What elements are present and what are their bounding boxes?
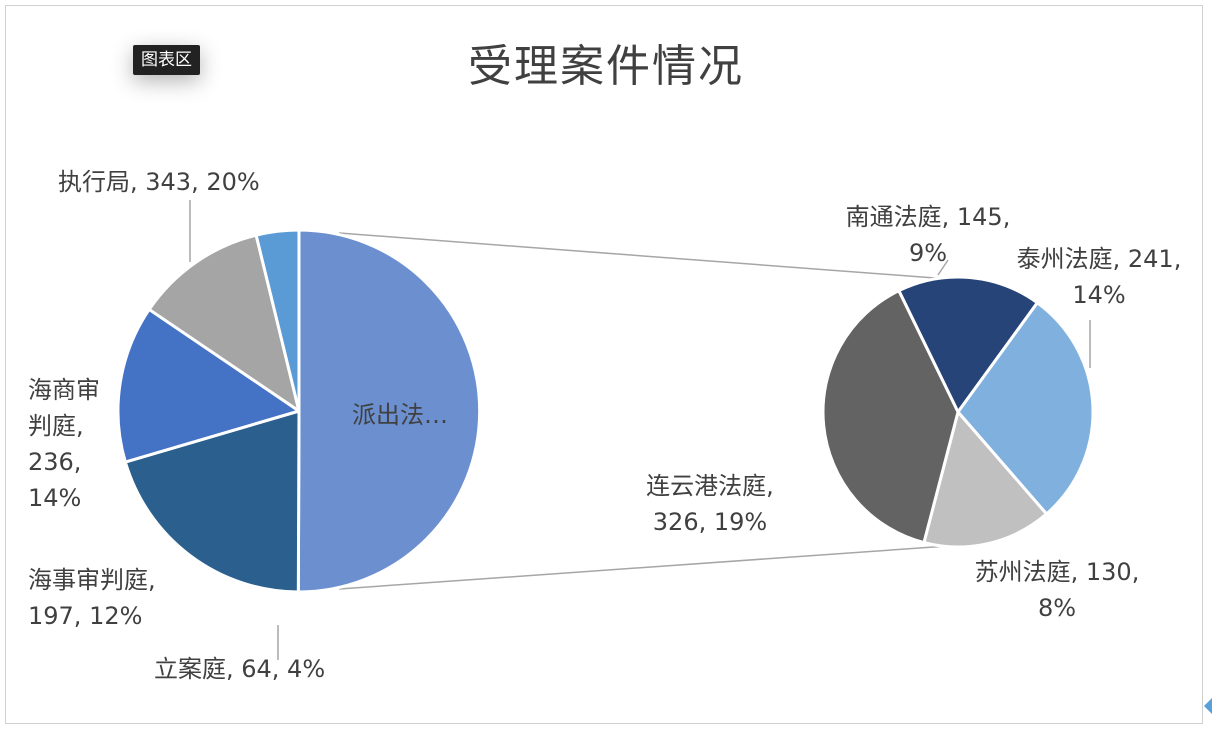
- secondary-pie-slice-2[interactable]: [922, 410, 1048, 549]
- primary-label-3[interactable]: 海事审判庭, 197, 12%: [28, 566, 156, 630]
- resize-handle[interactable]: [1204, 698, 1212, 714]
- secondary-label-0[interactable]: 南通法庭, 145, 9%: [846, 203, 1011, 267]
- secondary-label-2[interactable]: 苏州法庭, 130, 8%: [975, 558, 1140, 622]
- primary-pie-slice-1[interactable]: [123, 409, 301, 594]
- primary-label-1[interactable]: 执行局, 343, 20%: [58, 168, 260, 196]
- chart-title[interactable]: 受理案件情况: [468, 41, 744, 92]
- chart-area-tooltip: 图表区: [133, 45, 200, 75]
- primary-label-4[interactable]: 立案庭, 64, 4%: [154, 655, 325, 683]
- primary-pie-slice-4[interactable]: [254, 228, 301, 413]
- primary-pie-slice-3[interactable]: [147, 233, 301, 413]
- primary-label-0[interactable]: 派出法…: [352, 401, 448, 429]
- data-labels: 派出法… 执行局, 343, 20% 海商审判庭, 236, 14% 海事审判庭, 197,…: [28, 168, 1181, 683]
- secondary-pie: [821, 275, 1095, 549]
- connector-lines: [338, 232, 949, 590]
- primary-pie-slice-2[interactable]: [116, 307, 301, 464]
- secondary-label-3[interactable]: 连云港法庭, 326, 19%: [646, 472, 774, 536]
- secondary-pie-slice-0[interactable]: [897, 275, 1039, 414]
- primary-label-2[interactable]: 海商审判庭, 236, 14%: [28, 376, 100, 512]
- secondary-pie-slice-1[interactable]: [956, 301, 1095, 516]
- connector-line-top: [338, 232, 949, 280]
- primary-pie-slice-0[interactable]: [296, 228, 482, 594]
- primary-pie: [116, 228, 482, 594]
- leader-lines: [189, 200, 1091, 660]
- secondary-label-1[interactable]: 泰州法庭, 241, 14%: [1017, 245, 1182, 309]
- connector-line-bottom: [338, 545, 949, 590]
- leader-line-2: [937, 259, 949, 276]
- secondary-pie-slice-3[interactable]: [821, 289, 960, 545]
